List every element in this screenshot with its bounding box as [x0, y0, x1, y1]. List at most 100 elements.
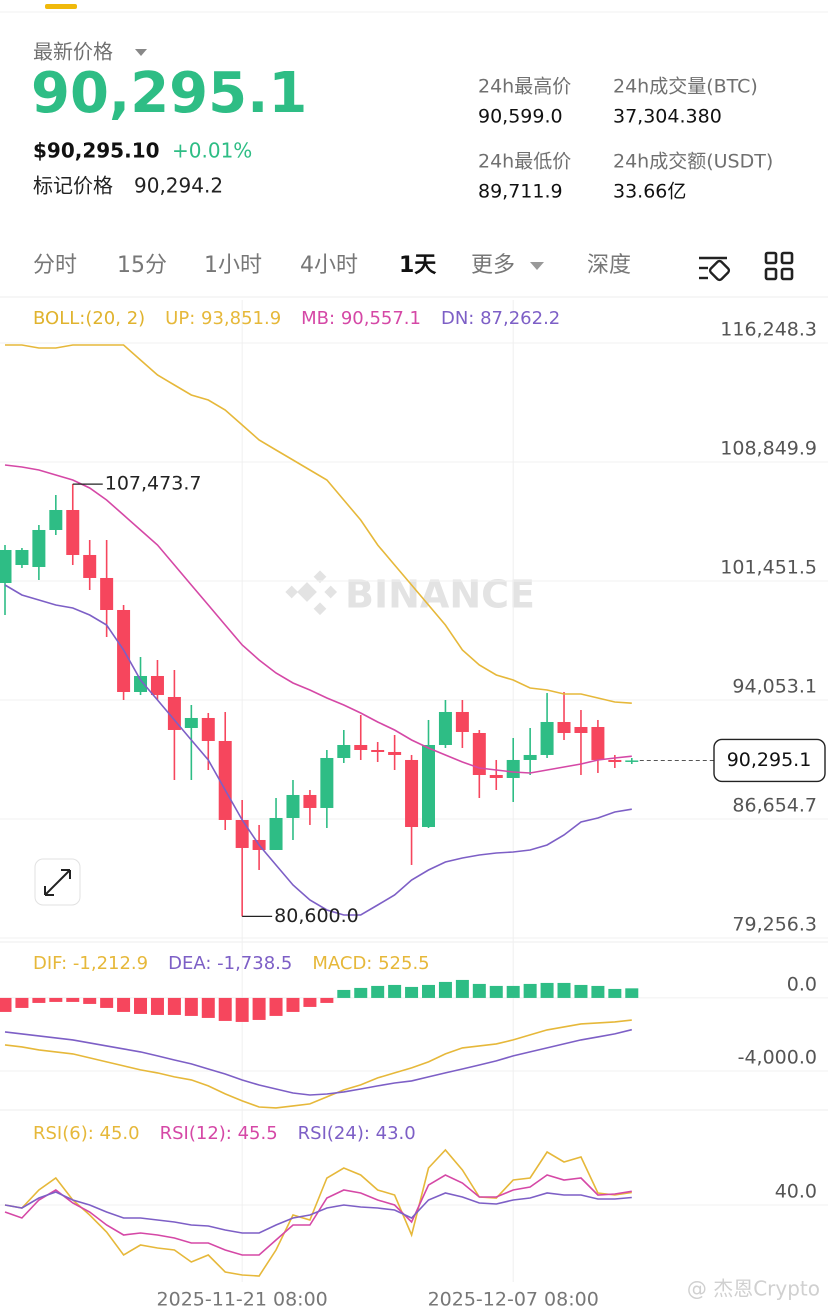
dropdown-icon[interactable]: [135, 49, 147, 56]
candle-body: [235, 819, 249, 848]
macd-bar: [184, 997, 198, 1016]
indicator-line: [4, 464, 632, 774]
macd-bar: [83, 997, 97, 1004]
candle-body: [472, 732, 486, 775]
watermark: BINANCE: [345, 573, 535, 617]
candle-body: [540, 721, 554, 755]
candle-body: [337, 744, 351, 758]
usd-price: $90,295.10: [33, 139, 160, 163]
macd-bar: [49, 997, 63, 1002]
macd-bar: [66, 997, 80, 1002]
candle-body: [455, 711, 469, 732]
macd-bar: [337, 989, 351, 998]
macd-bar: [574, 984, 588, 998]
legend-entry: RSI(12): 45.5: [160, 1123, 278, 1144]
legend-entry: DIF: -1,212.9: [33, 953, 148, 974]
y-tick-label: 86,654.7: [732, 795, 817, 817]
price-label[interactable]: 最新价格: [33, 40, 113, 64]
indicator-label: BOLL:(20, 2): [33, 308, 145, 329]
x-tick-label: 2025-11-21 08:00: [157, 1289, 328, 1311]
legend-entry: MB: 90,557.1: [301, 308, 421, 329]
extreme-label: 107,473.7: [105, 473, 202, 495]
extreme-label: 80,600.0: [274, 905, 359, 927]
candle-body: [625, 760, 639, 762]
macd-bar: [625, 988, 639, 998]
candle-body: [371, 749, 385, 752]
y-tick-label: 101,451.5: [720, 557, 817, 579]
macd-bar: [150, 997, 164, 1015]
macd-bar: [506, 985, 520, 998]
candle-body: [574, 726, 588, 733]
candle-body: [49, 509, 63, 530]
macd-bar: [218, 997, 232, 1021]
dropdown-icon[interactable]: [530, 262, 544, 270]
stat-label: 24h成交量(BTC): [613, 76, 758, 98]
candle-body: [184, 717, 198, 728]
legend-entry: MACD: 525.5: [312, 953, 429, 974]
layout-icon[interactable]: [764, 251, 794, 281]
timeframe-tab[interactable]: 4小时: [300, 253, 358, 278]
indicator-line: [4, 584, 632, 916]
y-tick-label: 79,256.3: [732, 914, 817, 936]
timeframe-tab[interactable]: 深度: [587, 253, 631, 278]
timeframe-tab[interactable]: 1小时: [204, 253, 262, 278]
macd-bar: [252, 997, 266, 1020]
stat-label: 24h成交额(USDT): [613, 151, 773, 173]
stat-value: 90,599.0: [478, 106, 563, 128]
candle-body: [608, 759, 622, 762]
macd-bar: [320, 997, 334, 1003]
candle-body: [388, 751, 402, 755]
macd-bar: [455, 979, 469, 998]
candle-body: [286, 794, 300, 818]
y-tick-label: 94,053.1: [732, 676, 817, 698]
legend-entry: DN: 87,262.2: [441, 308, 560, 329]
macd-bar: [405, 986, 419, 998]
macd-bar: [303, 997, 317, 1007]
candle-body: [100, 577, 114, 610]
timeframe-tab[interactable]: 15分: [117, 253, 167, 278]
last-price-box: [713, 738, 826, 783]
macd-bar: [438, 981, 452, 998]
mark-label: 标记价格: [33, 174, 113, 198]
legend-entry: RSI(24): 43.0: [298, 1123, 416, 1144]
macd-bar: [371, 985, 385, 998]
macd-bar: [269, 997, 283, 1016]
timeframe-tab[interactable]: 更多: [471, 253, 515, 278]
candle-body: [438, 711, 452, 745]
candle-body: [506, 759, 520, 778]
stat-value: 33.66亿: [613, 181, 686, 203]
macd-bar: [354, 987, 368, 998]
candle-body: [83, 554, 97, 578]
candle-body: [201, 717, 215, 741]
mark-price: 90,294.2: [134, 174, 223, 198]
candle-body: [422, 744, 435, 827]
macd-bar: [201, 997, 215, 1018]
macd-bar: [489, 985, 503, 998]
candle-body: [354, 744, 368, 750]
legend-entry: DEA: -1,738.5: [168, 953, 292, 974]
macd-bar: [286, 997, 300, 1012]
last-price-label: 90,295.1: [727, 749, 812, 771]
candle-body: [134, 675, 148, 692]
macd-bar: [15, 997, 29, 1008]
candle-body: [167, 696, 181, 730]
expand-button[interactable]: [34, 858, 81, 906]
candle-body: [66, 509, 80, 555]
timeframe-tab[interactable]: 分时: [33, 253, 77, 278]
settings-icon[interactable]: [699, 256, 731, 282]
indicator-line: [4, 1019, 632, 1109]
macd-bar: [591, 985, 605, 998]
macd-bar: [422, 984, 435, 998]
macd-bar: [167, 997, 181, 1015]
stat-value: 37,304.380: [613, 106, 722, 128]
macd-bar: [235, 997, 249, 1022]
macd-bar: [523, 983, 537, 998]
y-tick-label: 40.0: [775, 1181, 817, 1203]
macd-bar: [32, 997, 46, 1003]
stat-label: 24h最低价: [478, 151, 571, 173]
timeframe-tab[interactable]: 1天: [399, 253, 437, 278]
candle-body: [320, 757, 334, 808]
stat-label: 24h最高价: [478, 76, 571, 98]
